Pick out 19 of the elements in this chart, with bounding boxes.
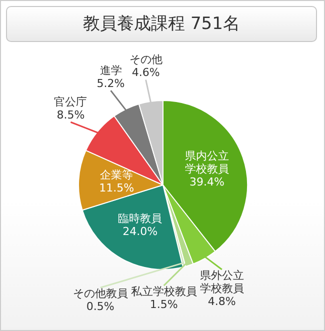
data-label: 24.0% (122, 224, 158, 238)
data-label: 8.5% (56, 108, 85, 122)
slice-label: 進学 (100, 64, 122, 77)
slice-label: その他 (129, 53, 162, 66)
slice-label: 県内公立学校教員 (184, 150, 229, 176)
slice-label: 官公庁 (54, 95, 88, 108)
slice-label: 企業等 (100, 168, 134, 182)
slice-label: 県外公立学校教員 (200, 268, 244, 295)
data-label: 39.4% (189, 176, 224, 189)
data-label: 11.5% (99, 182, 134, 195)
chart-title: 教員養成課程 751名 (6, 6, 317, 42)
data-label: 0.5% (86, 300, 114, 314)
data-label: 1.5% (150, 298, 178, 311)
data-label: 4.8% (208, 294, 236, 308)
slice-label: 臨時教員 (118, 212, 162, 225)
slice-label: その他教員 (72, 287, 128, 300)
slice-label: 私立学校教員 (130, 284, 197, 298)
data-label: 4.6% (132, 66, 160, 80)
data-label: 5.2% (96, 76, 125, 90)
